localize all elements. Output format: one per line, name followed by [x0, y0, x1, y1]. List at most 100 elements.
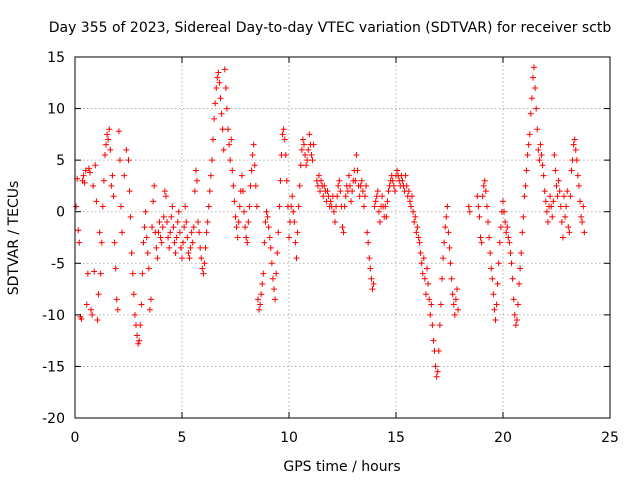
data-point — [281, 136, 288, 143]
x-tick-label: 0 — [71, 430, 80, 446]
x-tick-label: 15 — [387, 430, 405, 446]
data-point — [501, 208, 508, 215]
data-point — [382, 203, 389, 210]
data-point — [480, 182, 487, 189]
data-point — [204, 219, 211, 226]
data-point — [505, 234, 512, 241]
data-point — [510, 296, 517, 303]
y-tick-label: 10 — [47, 102, 65, 118]
data-point — [274, 249, 281, 256]
data-point — [170, 224, 177, 231]
data-point — [218, 110, 225, 117]
data-point — [580, 203, 587, 210]
data-point — [243, 234, 250, 241]
data-points — [73, 64, 588, 380]
data-point — [543, 208, 550, 215]
data-point — [368, 275, 375, 282]
data-point — [185, 249, 192, 256]
data-point — [548, 203, 555, 210]
data-point — [433, 373, 440, 380]
data-point — [417, 249, 424, 256]
data-point — [547, 193, 554, 200]
data-point — [160, 213, 167, 220]
data-point — [86, 169, 93, 176]
data-point — [168, 213, 175, 220]
data-point — [161, 188, 168, 195]
data-point — [544, 219, 551, 226]
data-point — [531, 64, 538, 71]
data-point — [486, 234, 493, 241]
data-point — [416, 239, 423, 246]
data-point — [227, 157, 234, 164]
data-point — [229, 167, 236, 174]
data-point — [415, 234, 422, 241]
data-point — [245, 219, 252, 226]
data-point — [534, 126, 541, 133]
data-point — [250, 141, 257, 148]
data-point — [138, 301, 145, 308]
data-point — [210, 136, 217, 143]
data-point — [419, 270, 426, 277]
data-point — [384, 198, 391, 205]
data-point — [190, 224, 197, 231]
data-point — [522, 182, 529, 189]
data-point — [268, 260, 275, 267]
data-point — [97, 270, 104, 277]
data-point — [150, 198, 157, 205]
data-point — [445, 229, 452, 236]
data-point — [385, 188, 392, 195]
data-point — [202, 244, 209, 251]
data-point — [173, 234, 180, 241]
data-point — [578, 213, 585, 220]
data-point — [158, 239, 165, 246]
data-point — [105, 136, 112, 143]
data-point — [90, 182, 97, 189]
data-point — [276, 203, 283, 210]
data-point — [503, 229, 510, 236]
data-point — [437, 301, 444, 308]
data-point — [199, 265, 206, 272]
y-tick-label: 0 — [56, 205, 65, 221]
data-point — [129, 270, 136, 277]
grid — [75, 57, 610, 418]
data-point — [536, 157, 543, 164]
data-point — [239, 188, 246, 195]
data-point — [513, 317, 520, 324]
data-point — [167, 229, 174, 236]
plot-frame — [74, 56, 611, 419]
data-point — [504, 224, 511, 231]
data-point — [264, 213, 271, 220]
data-point — [192, 167, 199, 174]
data-point — [144, 249, 151, 256]
data-point — [187, 244, 194, 251]
data-point — [399, 177, 406, 184]
data-point — [508, 260, 515, 267]
data-point — [391, 188, 398, 195]
data-point — [249, 151, 256, 158]
data-point — [556, 188, 563, 195]
data-point — [305, 146, 312, 153]
data-point — [371, 203, 378, 210]
data-point — [309, 157, 316, 164]
data-point — [108, 182, 115, 189]
data-point — [98, 239, 105, 246]
data-point — [221, 66, 228, 73]
data-point — [296, 182, 303, 189]
data-point — [450, 301, 457, 308]
data-point — [149, 224, 156, 231]
data-point — [542, 198, 549, 205]
data-point — [106, 126, 113, 133]
data-point — [225, 126, 232, 133]
data-point — [302, 151, 309, 158]
data-point — [282, 151, 289, 158]
data-point — [452, 296, 459, 303]
data-point — [291, 219, 298, 226]
data-point — [439, 275, 446, 282]
data-point — [414, 224, 421, 231]
data-point — [406, 198, 413, 205]
data-point — [334, 193, 341, 200]
data-point — [248, 167, 255, 174]
data-point — [577, 198, 584, 205]
data-point — [363, 182, 370, 189]
